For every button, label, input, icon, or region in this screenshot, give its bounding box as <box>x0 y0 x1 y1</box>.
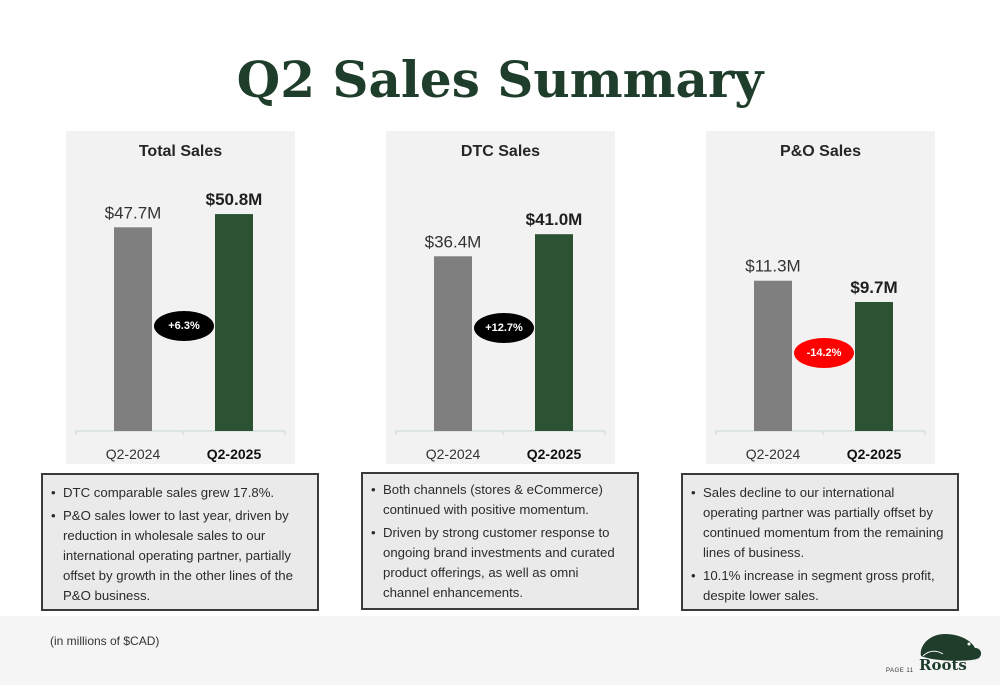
note-bullet: Driven by strong customer response to on… <box>371 523 627 603</box>
total-sales-notes: DTC comparable sales grew 17.8%. P&O sal… <box>41 473 319 611</box>
chart-title: P&O Sales <box>780 143 861 160</box>
note-bullet: Both channels (stores & eCommerce) conti… <box>371 480 627 520</box>
note-bullet: DTC comparable sales grew 17.8%. <box>51 483 307 503</box>
change-badge: +12.7% <box>474 313 534 343</box>
x-tick-label: Q2-2024 <box>746 446 801 462</box>
x-tick-label: Q2-2024 <box>426 446 481 462</box>
x-tick-label: Q2-2025 <box>847 446 902 462</box>
footer-band <box>0 616 1000 685</box>
chart-title: Total Sales <box>138 143 223 160</box>
x-tick-label: Q2-2025 <box>207 446 262 462</box>
chart-plot: $47.7M Q2-2024 $50.8M Q2-2025 <box>75 190 286 462</box>
change-badge: +6.3% <box>154 311 214 341</box>
x-tick-label: Q2-2024 <box>106 446 161 462</box>
bar-q2-2024 <box>754 280 792 431</box>
bar-q2-2024 <box>434 256 472 431</box>
value-label: $41.0M <box>526 210 583 229</box>
note-bullet: P&O sales lower to last year, driven by … <box>51 506 307 606</box>
value-label: $9.7M <box>850 278 897 297</box>
bar-q2-2024 <box>114 227 152 431</box>
value-label: $36.4M <box>425 232 482 251</box>
chart-title: DTC Sales <box>460 143 541 160</box>
note-bullet: 10.1% increase in segment gross profit, … <box>691 566 947 606</box>
beaver-logo-icon <box>920 634 982 661</box>
value-label: $47.7M <box>105 203 162 222</box>
units-footnote: (in millions of $CAD) <box>50 634 160 648</box>
brand-logo-text: Roots <box>919 656 967 674</box>
bar-q2-2025 <box>535 234 573 431</box>
page-title: Q2 Sales Summary <box>236 50 764 109</box>
po-sales-notes: Sales decline to our international opera… <box>681 473 959 611</box>
bar-q2-2025 <box>855 301 893 431</box>
chart-plot: $36.4M Q2-2024 $41.0M Q2-2025 <box>395 210 606 462</box>
value-label: $50.8M <box>206 190 263 209</box>
note-bullet: Sales decline to our international opera… <box>691 483 947 563</box>
chart-plot: $11.3M Q2-2024 $9.7M Q2-2025 <box>715 257 926 462</box>
page-number: PAGE 11 <box>886 668 914 674</box>
change-badge: -14.2% <box>794 338 854 368</box>
po-sales-chart: P&O Sales $11.3M Q2-2024 $9.7M Q2-2025 -14.… <box>706 131 935 464</box>
dtc-sales-chart: DTC Sales $36.4M Q2-2024 $41.0M Q2-2025 +12… <box>386 131 615 464</box>
x-tick-label: Q2-2025 <box>527 446 582 462</box>
total-sales-chart: Total Sales $47.7M Q2-2024 $50.8M Q2-2025 +… <box>66 131 295 464</box>
value-label: $11.3M <box>745 257 800 276</box>
dtc-sales-notes: Both channels (stores & eCommerce) conti… <box>361 472 639 610</box>
bar-q2-2025 <box>215 214 253 431</box>
